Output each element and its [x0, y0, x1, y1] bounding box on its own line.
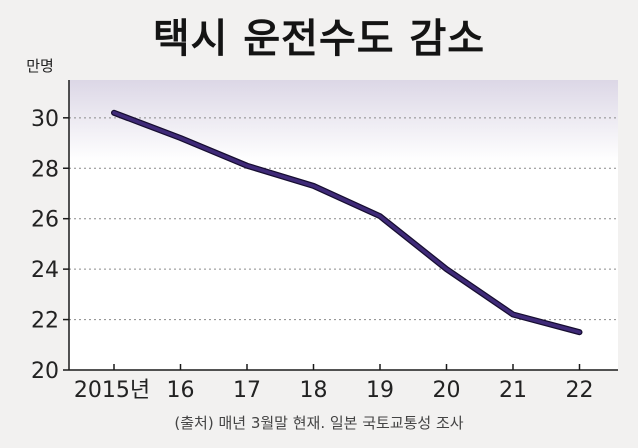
- x-tick-label: 21: [499, 378, 527, 403]
- x-tick-label: 17: [233, 378, 261, 403]
- x-tick-labels: 2015년 16 17 18 19 20 21 22: [74, 378, 594, 403]
- y-tick-label: 24: [31, 258, 59, 283]
- y-tick-label: 26: [31, 208, 59, 233]
- data-point: [578, 330, 581, 334]
- y-tick-label: 20: [31, 359, 59, 384]
- x-ticks: [113, 364, 581, 370]
- y-tick-label: 30: [31, 107, 59, 132]
- source-note: (출처) 매년 3월말 현재. 일본 국토교통성 조사: [174, 414, 464, 432]
- y-tick-label: 28: [31, 157, 59, 182]
- data-point: [511, 313, 515, 317]
- data-point: [179, 136, 182, 140]
- data-point: [445, 267, 448, 271]
- x-tick-label: 16: [167, 378, 195, 403]
- x-tick-label: 20: [433, 378, 461, 403]
- x-tick-label: 2015년: [74, 378, 150, 403]
- data-point: [112, 111, 116, 115]
- x-tick-label: 19: [366, 378, 394, 403]
- y-tick-labels: 20 22 24 26 28 30: [31, 107, 69, 384]
- data-series: [111, 109, 583, 336]
- y-tick-label: 22: [31, 309, 59, 334]
- grid-lines: [69, 117, 618, 321]
- series-line: [112, 111, 582, 334]
- x-tick-label: 22: [566, 378, 594, 403]
- chart-title: 택시 운전수도 감소: [152, 16, 486, 62]
- data-point: [245, 164, 249, 168]
- x-tick-label: 18: [300, 378, 328, 403]
- data-point: [378, 214, 382, 218]
- y-axis-unit-label: 만명: [26, 57, 54, 75]
- plot-area: [69, 80, 618, 370]
- data-point: [312, 184, 315, 188]
